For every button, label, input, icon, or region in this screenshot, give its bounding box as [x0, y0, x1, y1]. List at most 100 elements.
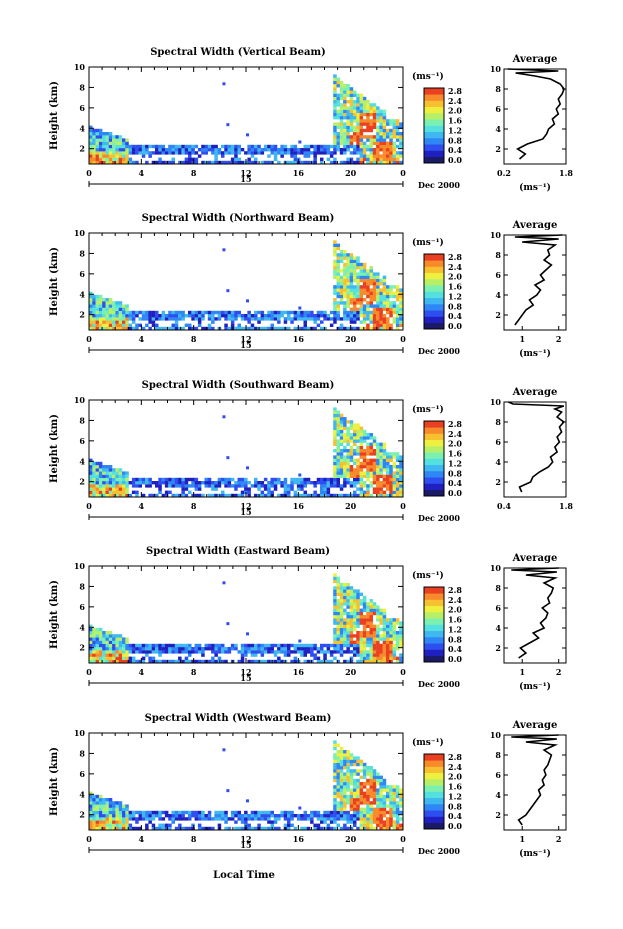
date-label: Dec 2000: [418, 679, 460, 689]
heatmap-cell: [171, 157, 175, 161]
heatmap-cell: [356, 461, 360, 466]
heatmap-cell: [197, 826, 202, 831]
heatmap-cell: [174, 320, 179, 324]
heatmap-cell: [339, 449, 344, 453]
average-y-tick-label: 6: [495, 104, 501, 114]
heatmap-cell: [323, 656, 327, 660]
heatmap-cell: [395, 288, 400, 292]
heatmap-cell: [372, 826, 377, 831]
heatmap-cell: [128, 659, 133, 664]
heatmap-cell: [254, 659, 258, 664]
heatmap-cell: [250, 659, 255, 664]
heatmap-cell: [382, 307, 387, 311]
heatmap-cell: [320, 484, 324, 488]
heatmap-cell: [244, 820, 248, 824]
heatmap-cell: [379, 643, 383, 648]
heatmap-cell: [313, 643, 317, 648]
heatmap-cell: [392, 788, 397, 792]
heatmap-cell: [254, 317, 258, 321]
heatmap-cell: [112, 314, 116, 318]
heatmap-cell: [336, 77, 340, 81]
heatmap-cell: [389, 314, 393, 318]
heatmap-cell: [333, 288, 337, 292]
heatmap-cell: [372, 775, 377, 779]
colorbar-tick-label: 1.6: [448, 615, 462, 625]
heatmap-cell: [125, 471, 129, 475]
heatmap-cell: [303, 659, 307, 664]
heatmap-cell: [102, 643, 106, 648]
heatmap-cell: [240, 481, 245, 485]
heatmap-cell: [313, 826, 317, 831]
heatmap-cell: [336, 762, 340, 767]
heatmap-cell: [115, 323, 119, 327]
heatmap-cell: [339, 608, 344, 612]
heatmap-cell: [356, 275, 360, 279]
heatmap-cell: [224, 814, 228, 818]
heatmap-cell: [158, 643, 162, 648]
heatmap-cell: [168, 481, 172, 485]
heatmap-cell: [174, 144, 179, 149]
heatmap-cell: [395, 826, 400, 831]
heatmap-cell: [399, 481, 403, 485]
heatmap-cell: [207, 814, 212, 818]
heatmap-cell: [362, 439, 367, 443]
y-tick-label: 2: [79, 810, 85, 820]
heatmap-cell: [386, 826, 390, 831]
heatmap-cell: [181, 317, 185, 321]
heatmap-cell: [155, 650, 159, 654]
heatmap-cell: [346, 762, 350, 767]
heatmap-cell: [197, 314, 202, 318]
heatmap-cell: [353, 823, 357, 827]
heatmap-cell: [386, 474, 390, 478]
heatmap-cell: [313, 484, 317, 488]
heatmap-cell: [290, 659, 294, 664]
heatmap-cell: [125, 814, 129, 818]
heatmap-cell: [369, 314, 373, 318]
heatmap-cell: [376, 310, 380, 315]
heatmap-cell: [141, 650, 146, 654]
heatmap-cell: [346, 148, 350, 152]
heatmap-cell: [346, 288, 350, 292]
heatmap-cell: [287, 484, 291, 488]
heatmap-cell: [115, 151, 119, 155]
heatmap-cell: [105, 320, 109, 324]
panel-title: Spectral Width (Vertical Beam): [150, 47, 326, 58]
heatmap-cell: [359, 659, 364, 664]
heatmap-cell: [214, 317, 218, 321]
heatmap-cell: [306, 314, 311, 318]
heatmap-cell: [349, 817, 354, 821]
heatmap-cell: [399, 656, 403, 660]
heatmap-cell: [197, 148, 202, 152]
heatmap-cell: [211, 487, 215, 491]
heatmap-cell: [372, 148, 377, 152]
heatmap-cell: [372, 801, 377, 805]
x-tick-label: 0: [86, 667, 92, 677]
heatmap-cell: [244, 484, 248, 488]
heatmap-cell: [125, 487, 129, 491]
heatmap-cell: [359, 429, 364, 434]
heatmap-cell: [379, 291, 383, 295]
heatmap-cell: [227, 477, 232, 482]
heatmap-cell: [194, 160, 199, 165]
heatmap-cell: [227, 826, 232, 831]
heatmap-cell: [389, 823, 393, 827]
heatmap-cell: [336, 756, 340, 760]
heatmap-cell: [102, 307, 106, 311]
heatmap-cell: [356, 826, 360, 831]
heatmap-cell: [222, 82, 226, 86]
heatmap-cell: [356, 436, 360, 440]
heatmap-cell: [379, 119, 383, 123]
colorbar-unit: (ms⁻¹): [412, 737, 444, 748]
heatmap-cell: [320, 310, 324, 315]
heatmap-cell: [349, 759, 354, 763]
heatmap-cell: [280, 810, 284, 815]
heatmap-cell: [382, 656, 387, 660]
heatmap-cell: [366, 477, 370, 482]
heatmap-cell: [366, 788, 370, 792]
heatmap-cell: [346, 442, 350, 446]
heatmap-cell: [287, 314, 291, 318]
heatmap-cell: [161, 826, 166, 831]
heatmap-cell: [356, 481, 360, 485]
heatmap-cell: [395, 481, 400, 485]
heatmap-cell: [353, 791, 357, 795]
